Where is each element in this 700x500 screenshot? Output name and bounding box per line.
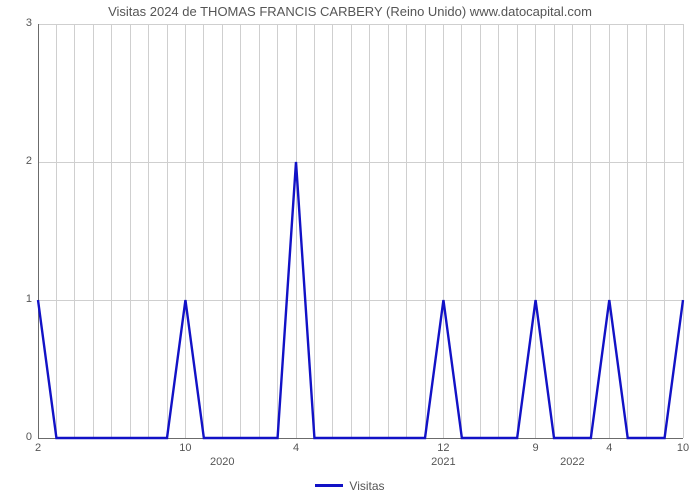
legend-label: Visitas: [349, 479, 384, 493]
x-tick-label: 4: [293, 442, 299, 454]
chart-title: Visitas 2024 de THOMAS FRANCIS CARBERY (…: [0, 4, 700, 19]
y-tick-label: 2: [26, 155, 32, 167]
x-year-label: 2021: [431, 456, 455, 468]
y-tick-label: 0: [26, 431, 32, 443]
x-tick-label: 4: [606, 442, 612, 454]
y-tick-label: 1: [26, 293, 32, 305]
x-year-label: 2020: [210, 456, 234, 468]
legend: Visitas: [0, 478, 700, 493]
legend-swatch: [315, 484, 343, 487]
x-tick-label: 10: [677, 442, 689, 454]
x-tick-label: 10: [179, 442, 191, 454]
x-year-label: 2022: [560, 456, 584, 468]
series-line: [38, 24, 683, 438]
x-tick-label: 9: [533, 442, 539, 454]
x-tick-label: 12: [437, 442, 449, 454]
y-tick-label: 3: [26, 17, 32, 29]
x-tick-label: 2: [35, 442, 41, 454]
plot-area: [38, 24, 683, 438]
